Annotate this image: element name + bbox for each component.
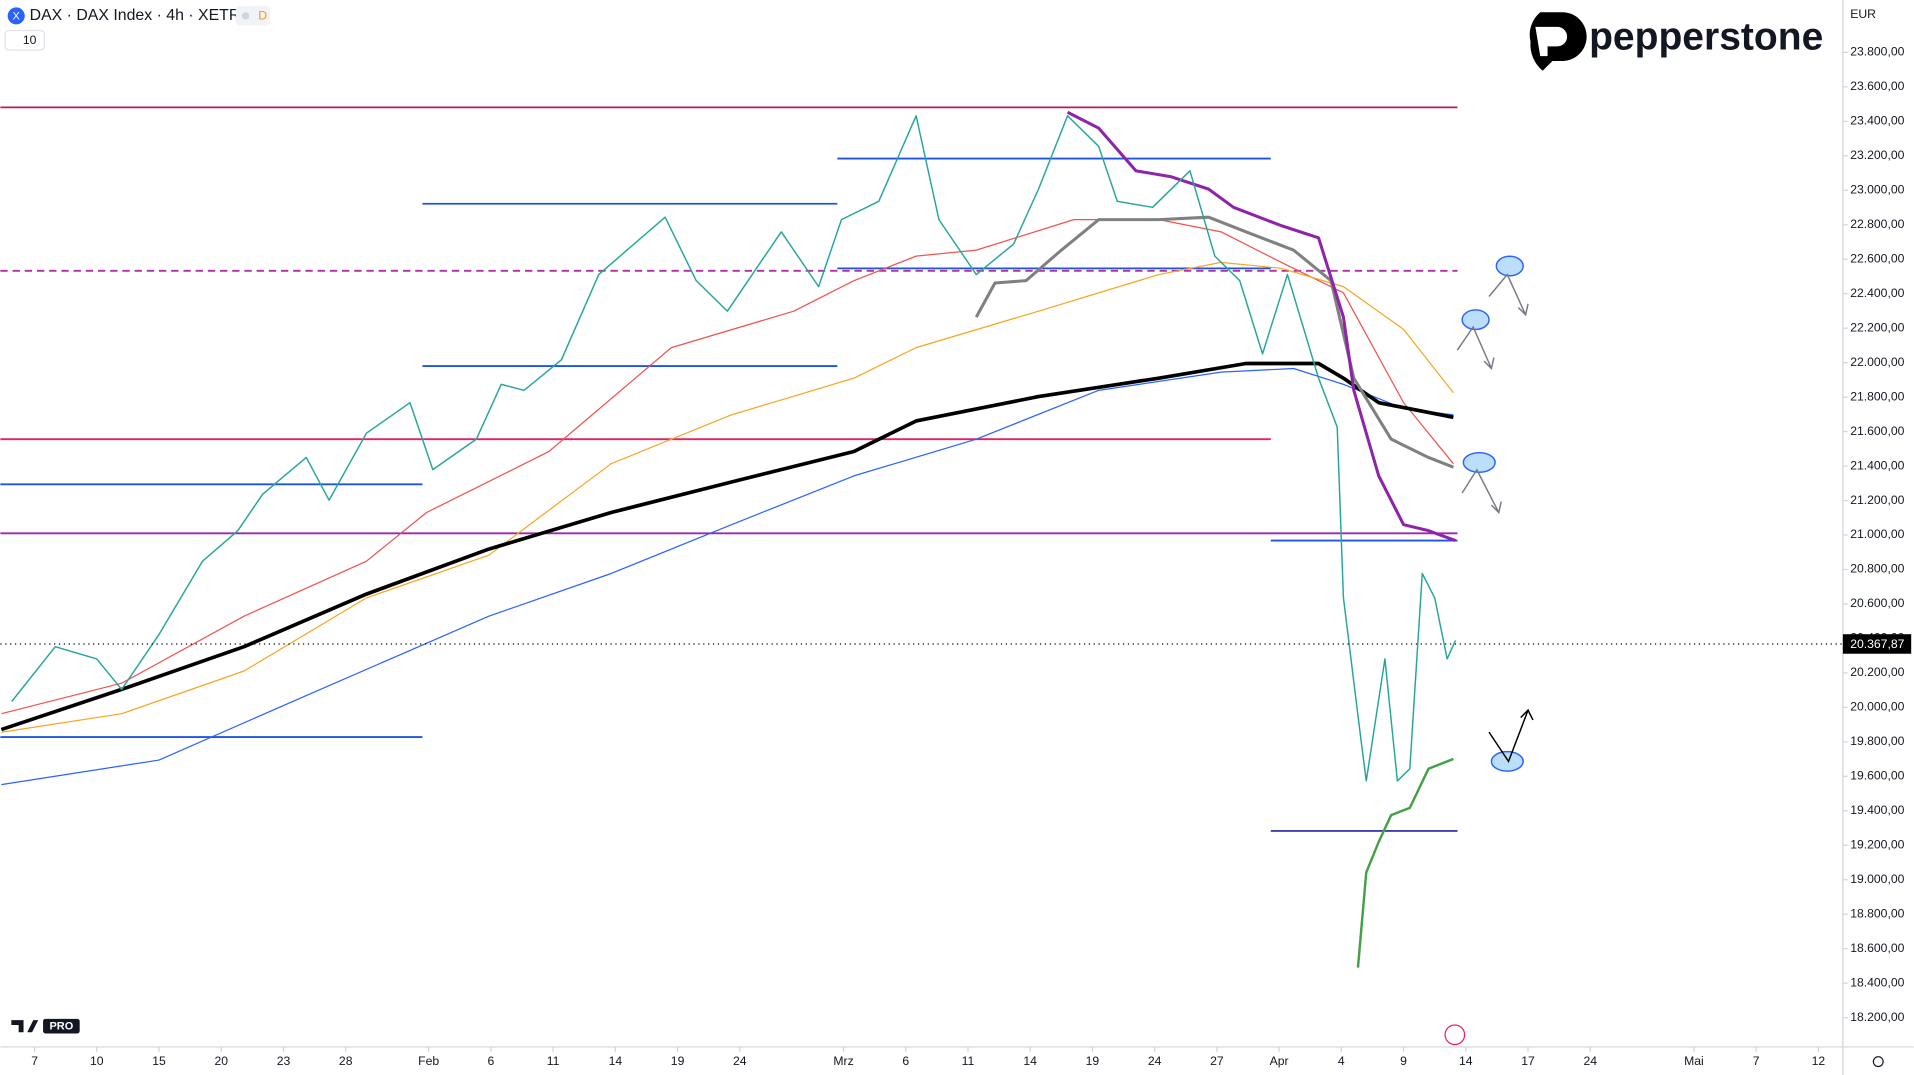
indicator-box[interactable] (4, 29, 45, 51)
annotations (1456, 255, 1534, 772)
x-tick-label: 24 (1148, 1054, 1162, 1068)
y-tick-label: 22.800,00 (1850, 217, 1904, 231)
tv-badge: PRO (49, 1021, 73, 1033)
y-tick-label: 23.400,00 (1850, 114, 1904, 128)
y-tick-label: 23.800,00 (1850, 45, 1904, 59)
x-tick-label: 20 (214, 1054, 228, 1068)
x-tick-label: 9 (1400, 1054, 1407, 1068)
y-tick-label: 19.400,00 (1850, 803, 1904, 817)
y-tick-label: 19.600,00 (1850, 769, 1904, 783)
x-tick-label: 14 (1459, 1054, 1473, 1068)
y-tick-label: 23.200,00 (1850, 148, 1904, 162)
x-tick-label: Mrz (833, 1054, 853, 1068)
symbol-badge: X (13, 10, 21, 22)
flag: D (258, 9, 267, 23)
alert-icon[interactable] (1444, 1024, 1466, 1046)
tv-badge-box (43, 1018, 80, 1034)
series-line (1356, 757, 1454, 968)
y-tick-label: 21.800,00 (1850, 389, 1904, 403)
marker (1495, 255, 1524, 277)
brand-logo: pepperstone (1529, 12, 1823, 71)
indicator: 10 (23, 33, 37, 47)
x-tick-label: 19 (671, 1054, 685, 1068)
plot-area (0, 106, 1843, 968)
x-tick-label: 17 (1521, 1054, 1535, 1068)
y-tick-label: 18.200,00 (1850, 1010, 1904, 1024)
y-tick-label: 22.400,00 (1850, 286, 1904, 300)
flag-dot (241, 12, 250, 20)
x-tick-label: 27 (1210, 1054, 1224, 1068)
series-line (1066, 110, 1456, 542)
y-tick-label: 18.400,00 (1850, 975, 1904, 989)
marker (1461, 309, 1490, 331)
y-tick-label: 22.000,00 (1850, 355, 1904, 369)
y-tick-label: 23.600,00 (1850, 79, 1904, 93)
x-tick-label: 14 (609, 1054, 623, 1068)
x-tick-label: 11 (962, 1054, 975, 1068)
arrow (1456, 325, 1495, 370)
flag-box (235, 6, 271, 26)
y-tick-label: 20.600,00 (1850, 596, 1904, 610)
x-tick-label: 28 (339, 1054, 353, 1068)
y-tick-label: 21.600,00 (1850, 424, 1904, 438)
x-tick-label: 11 (547, 1054, 560, 1068)
x-tick-label: 14 (1023, 1054, 1037, 1068)
brand-name: pepperstone (1589, 15, 1823, 58)
x-tick-label: Mai (1684, 1054, 1704, 1068)
tv-logo: PRO (11, 1018, 80, 1034)
x-tick-label: 12 (1812, 1054, 1826, 1068)
x-tick-label: 24 (733, 1054, 747, 1068)
settings-icon[interactable] (1872, 1056, 1884, 1068)
tv-icon (11, 1020, 39, 1033)
x-tick-label: 7 (1753, 1054, 1760, 1068)
last-price-label: 20.367,87 (1850, 637, 1904, 651)
x-tick-label: 6 (488, 1054, 495, 1068)
y-tick-label: 18.800,00 (1850, 906, 1904, 920)
currency: EUR (1850, 7, 1876, 21)
x-tick-label: 7 (31, 1054, 38, 1068)
arrow (1488, 708, 1534, 763)
y-tick-label: 23.000,00 (1850, 183, 1904, 197)
x-tick-label: 24 (1583, 1054, 1597, 1068)
marker (1490, 750, 1524, 772)
arrow (1488, 273, 1529, 317)
arrow (1461, 468, 1502, 514)
x-tick-label: 19 (1086, 1054, 1100, 1068)
series-line (1, 261, 1454, 733)
y-tick-label: 20.800,00 (1850, 562, 1904, 576)
series-line (0, 361, 1454, 732)
y-tick-label: 22.200,00 (1850, 320, 1904, 334)
y-tick-label: 22.600,00 (1850, 251, 1904, 265)
brand-icon-inner (1535, 26, 1568, 57)
y-tick-label: 19.200,00 (1850, 837, 1904, 851)
y-tick-label: 21.200,00 (1850, 493, 1904, 507)
marker (1462, 451, 1496, 473)
y-tick-label: 21.400,00 (1850, 458, 1904, 472)
y-tick-label: 19.000,00 (1850, 872, 1904, 886)
x-tick-label: 15 (152, 1054, 166, 1068)
x-tick-label: 23 (277, 1054, 291, 1068)
series-line (11, 115, 1457, 782)
series-line (974, 215, 1454, 469)
x-tick-label: Apr (1270, 1054, 1289, 1068)
x-tick-label: Feb (418, 1054, 439, 1068)
series-line (1, 219, 1454, 715)
y-tick-label: 18.600,00 (1850, 941, 1904, 955)
y-tick-label: 19.800,00 (1850, 734, 1904, 748)
y-tick-label: 20.200,00 (1850, 665, 1904, 679)
symbol-title[interactable]: DAX · DAX Index · 4h · XETR (30, 7, 241, 24)
series-line (1, 367, 1454, 786)
y-tick-label: 21.000,00 (1850, 527, 1904, 541)
y-tick-label: 20.000,00 (1850, 700, 1904, 714)
x-tick-label: 4 (1338, 1054, 1345, 1068)
symbol-icon (7, 7, 25, 25)
x-tick-label: 10 (90, 1054, 104, 1068)
last-price-box (1842, 634, 1912, 654)
x-tick-label: 6 (902, 1054, 909, 1068)
